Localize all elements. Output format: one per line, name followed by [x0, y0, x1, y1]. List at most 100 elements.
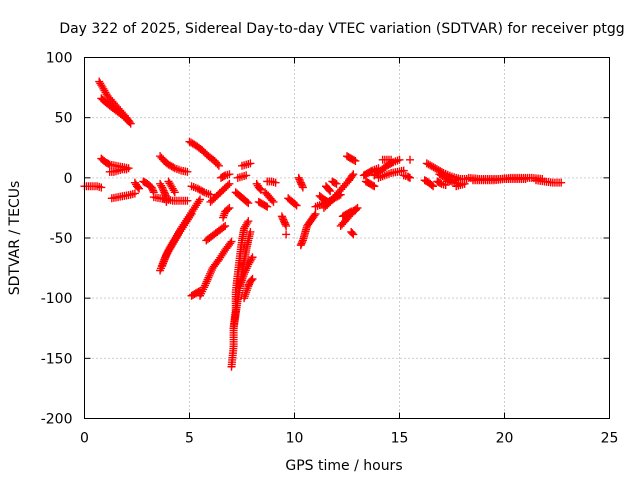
data-point: [203, 275, 212, 284]
data-point: [351, 156, 360, 165]
series-arc-52: [378, 155, 396, 164]
data-point: [219, 223, 228, 232]
series-arc-08: [139, 177, 158, 197]
series-arc-11: [156, 179, 171, 206]
data-point: [271, 178, 280, 187]
series-arc-30: [252, 179, 265, 194]
data-point: [395, 155, 404, 164]
series-arc-03: [97, 94, 133, 126]
series-arc-41: [319, 170, 358, 212]
data-point: [187, 209, 196, 218]
series-arc-25: [231, 188, 253, 208]
data-point: [130, 189, 139, 198]
plot-frame: [84, 57, 610, 419]
series-arc-33: [263, 177, 280, 187]
series-arc-60: [452, 179, 469, 191]
series-arc-42: [322, 182, 335, 196]
data-point: [123, 115, 132, 124]
series-arc-51: [374, 166, 408, 182]
data-point: [244, 199, 253, 208]
data-point: [224, 205, 232, 214]
data-point: [206, 267, 215, 276]
data-point: [427, 181, 436, 190]
data-point: [350, 156, 358, 165]
data-point: [310, 211, 319, 220]
data-point: [225, 170, 234, 179]
data-point: [206, 190, 215, 199]
series-arc-54: [406, 155, 414, 164]
series-arc-62: [469, 175, 530, 185]
data-point: [460, 179, 469, 188]
data-point: [345, 208, 354, 217]
data-point: [325, 185, 334, 194]
series-arc-14: [164, 177, 179, 197]
data-point: [326, 187, 335, 196]
y-tick-label: 50: [55, 111, 73, 127]
data-point: [406, 155, 414, 164]
data-point: [162, 197, 171, 206]
y-tick-label: 0: [64, 171, 73, 187]
series-arc-46: [343, 152, 360, 165]
series-arc-27: [235, 227, 255, 291]
series-arc-35: [282, 230, 291, 239]
data-point: [348, 229, 357, 238]
series-arc-34: [277, 212, 291, 230]
data-point: [170, 188, 179, 197]
series-arc-53: [399, 171, 414, 182]
data-point: [219, 172, 228, 181]
data-point: [406, 173, 414, 182]
data-point: [194, 197, 203, 206]
data-point: [349, 170, 358, 179]
data-point: [135, 184, 144, 193]
data-point: [225, 179, 234, 188]
data-point: [521, 175, 530, 184]
data-point: [183, 196, 192, 205]
series-arc-43: [328, 177, 341, 188]
data-point: [186, 211, 195, 220]
series-arc-13: [158, 209, 196, 270]
data-point: [205, 271, 214, 280]
series-arc-49: [361, 177, 379, 191]
y-tick-label: -150: [41, 351, 73, 367]
axis-ticks: 0 5 10 15 20 25 -200 -150 -100 -50 0 50 100: [41, 51, 619, 447]
data-point: [226, 239, 235, 248]
data-point: [557, 178, 566, 187]
x-tick-label: 25: [601, 431, 619, 447]
series-arc-10: [156, 152, 192, 176]
data-point: [366, 167, 375, 176]
data-point: [370, 182, 379, 191]
series-arc-22: [219, 203, 234, 222]
series-arc-06: [107, 189, 139, 203]
x-axis-label: GPS time / hours: [285, 458, 402, 474]
series-arc-20: [206, 179, 234, 206]
series-arc-16: [187, 182, 215, 199]
data-point: [292, 201, 301, 210]
data-point: [134, 183, 143, 192]
y-axis-label: SDTVAR / TECUs: [7, 181, 23, 296]
data-point: [351, 206, 360, 215]
data-point: [206, 269, 215, 278]
x-tick-label: 10: [286, 431, 304, 447]
data-point: [214, 161, 223, 170]
y-tick-label: -100: [41, 291, 73, 307]
series-arc-36: [284, 194, 301, 210]
data-point: [268, 196, 277, 205]
data-point: [261, 201, 270, 210]
data-point: [227, 237, 236, 246]
data-point: [256, 185, 265, 194]
grid-lines: [84, 57, 610, 419]
data-point: [255, 184, 264, 193]
data-point: [97, 183, 106, 192]
series-arc-07: [130, 178, 144, 193]
series-arc-19: [202, 221, 230, 245]
data-point: [204, 273, 213, 282]
data-point: [349, 230, 358, 239]
series-arc-29: [240, 274, 257, 303]
y-tick-label: -200: [41, 412, 73, 428]
series-arc-32: [261, 188, 278, 206]
data-point: [298, 183, 307, 192]
data-point: [169, 186, 178, 195]
series-arc-55: [420, 176, 438, 191]
series-arc-18: [196, 237, 236, 300]
